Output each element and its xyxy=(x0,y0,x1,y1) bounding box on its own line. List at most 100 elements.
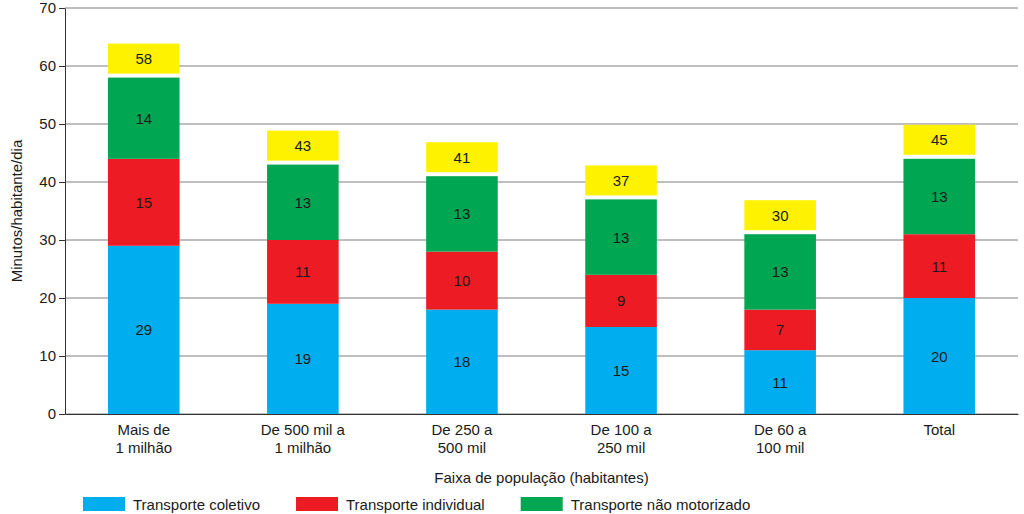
bars xyxy=(108,78,975,414)
bar-segment xyxy=(426,252,498,310)
data-label: 18 xyxy=(454,353,471,370)
bar-segment xyxy=(267,240,339,304)
x-tick-label: De 100 a250 mil xyxy=(591,421,653,456)
y-axis-title: Minutos/habitante/dia xyxy=(8,139,25,282)
grid-line xyxy=(65,8,1018,9)
legend-label: Transporte coletivo xyxy=(133,496,260,513)
total-box xyxy=(426,142,498,172)
bar-segment xyxy=(108,78,180,159)
data-label: 13 xyxy=(454,205,471,222)
x-tick: De 100 a250 mil xyxy=(591,414,653,456)
y-axis-line xyxy=(65,9,66,415)
y-tick: 50 xyxy=(39,115,65,132)
bar-segment xyxy=(585,327,657,414)
x-tick-label-line: Total xyxy=(923,421,955,438)
x-tick-label: De 60 a100 mil xyxy=(754,421,807,456)
x-tick-label-line: De 500 mil a xyxy=(261,421,346,438)
y-tick: 30 xyxy=(39,231,65,248)
y-tick-label: 0 xyxy=(48,405,56,422)
x-tick: De 500 mil a1 milhão xyxy=(261,414,346,456)
data-label: 20 xyxy=(931,348,948,365)
data-label: 15 xyxy=(613,362,630,379)
grid-line xyxy=(65,356,1018,357)
y-tick-label: 30 xyxy=(39,231,56,248)
data-label: 15 xyxy=(135,194,152,211)
y-axis: 010203040506070 xyxy=(39,0,65,422)
x-tick-label: Mais de1 milhão xyxy=(115,421,172,456)
y-tick-label: 10 xyxy=(39,347,56,364)
x-axis: Mais de1 milhãoDe 500 mil a1 milhãoDe 25… xyxy=(66,414,1019,456)
x-tick-label-line: 500 mil xyxy=(438,439,486,456)
total-label: 43 xyxy=(295,137,312,154)
bar-segment xyxy=(744,310,816,351)
x-tick-label-line: 100 mil xyxy=(756,439,804,456)
x-tick-label-line: 1 milhão xyxy=(275,439,332,456)
y-tick-mark xyxy=(59,182,65,183)
data-label: 10 xyxy=(454,272,471,289)
chart-container: 2919181511201511109711141313131313584341… xyxy=(0,0,1024,514)
total-label: 41 xyxy=(454,149,471,166)
bar-segment xyxy=(426,310,498,414)
y-tick-mark xyxy=(59,66,65,67)
y-tick-label: 60 xyxy=(39,57,56,74)
legend-label: Transporte individual xyxy=(346,496,485,513)
y-tick-mark xyxy=(59,414,65,415)
total-box xyxy=(903,125,975,155)
total-label: 30 xyxy=(772,207,789,224)
data-label: 19 xyxy=(295,350,312,367)
legend-label: Transporte não motorizado xyxy=(571,496,751,513)
bar-segment xyxy=(267,304,339,414)
total-label: 58 xyxy=(135,50,152,67)
bar-segment xyxy=(903,159,975,234)
data-labels: 2919181511201511109711141313131313 xyxy=(135,110,947,391)
total-label: 45 xyxy=(931,131,948,148)
bar-segment xyxy=(426,176,498,251)
y-tick: 0 xyxy=(48,405,65,422)
grid xyxy=(65,8,1018,414)
data-label: 11 xyxy=(295,263,311,280)
bar-segment xyxy=(903,298,975,414)
bar-segment xyxy=(267,165,339,240)
grid-line xyxy=(65,124,1018,125)
y-tick-mark xyxy=(59,298,65,299)
y-tick-label: 50 xyxy=(39,115,56,132)
y-tick-mark xyxy=(59,8,65,9)
series-group xyxy=(108,159,975,350)
bar-segment xyxy=(903,234,975,298)
grid-line xyxy=(65,414,1018,415)
data-label: 14 xyxy=(135,110,152,127)
grid-line xyxy=(65,66,1018,67)
series-group xyxy=(108,78,975,310)
x-tick-label: De 250 a500 mil xyxy=(432,421,494,456)
grid-line xyxy=(65,240,1018,241)
legend: Transporte coletivo Transporte individual… xyxy=(83,496,750,513)
x-tick: De 250 a500 mil xyxy=(432,414,494,456)
data-label: 13 xyxy=(931,188,948,205)
legend-swatch xyxy=(296,497,338,511)
y-tick-label: 40 xyxy=(39,173,56,190)
total-box xyxy=(108,44,180,74)
x-tick: De 60 a100 mil xyxy=(754,414,807,456)
data-label: 11 xyxy=(931,258,947,275)
x-tick-label-line: De 250 a xyxy=(432,421,494,438)
data-label: 29 xyxy=(135,321,152,338)
x-tick-label-line: 1 milhão xyxy=(115,439,172,456)
data-label: 13 xyxy=(613,229,630,246)
bar-segment xyxy=(108,159,180,246)
x-tick: Total xyxy=(923,414,955,438)
grid-line xyxy=(65,298,1018,299)
data-label: 13 xyxy=(295,194,312,211)
x-tick-label-line: 250 mil xyxy=(597,439,645,456)
x-tick-label-line: De 100 a xyxy=(591,421,653,438)
y-tick: 60 xyxy=(39,57,65,74)
series-group xyxy=(108,246,975,414)
total-label: 37 xyxy=(613,172,630,189)
y-tick: 40 xyxy=(39,173,65,190)
y-tick: 10 xyxy=(39,347,65,364)
y-tick-mark xyxy=(59,124,65,125)
totals: 58 43 41 37 30 45 xyxy=(108,44,975,231)
y-tick-mark xyxy=(59,240,65,241)
y-tick: 70 xyxy=(39,0,65,16)
x-tick-label: Total xyxy=(923,421,955,438)
total-box xyxy=(267,131,339,161)
